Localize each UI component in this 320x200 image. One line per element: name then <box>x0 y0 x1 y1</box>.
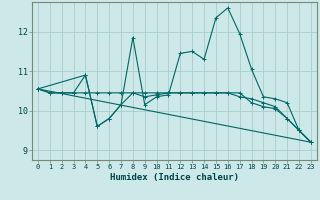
X-axis label: Humidex (Indice chaleur): Humidex (Indice chaleur) <box>110 173 239 182</box>
